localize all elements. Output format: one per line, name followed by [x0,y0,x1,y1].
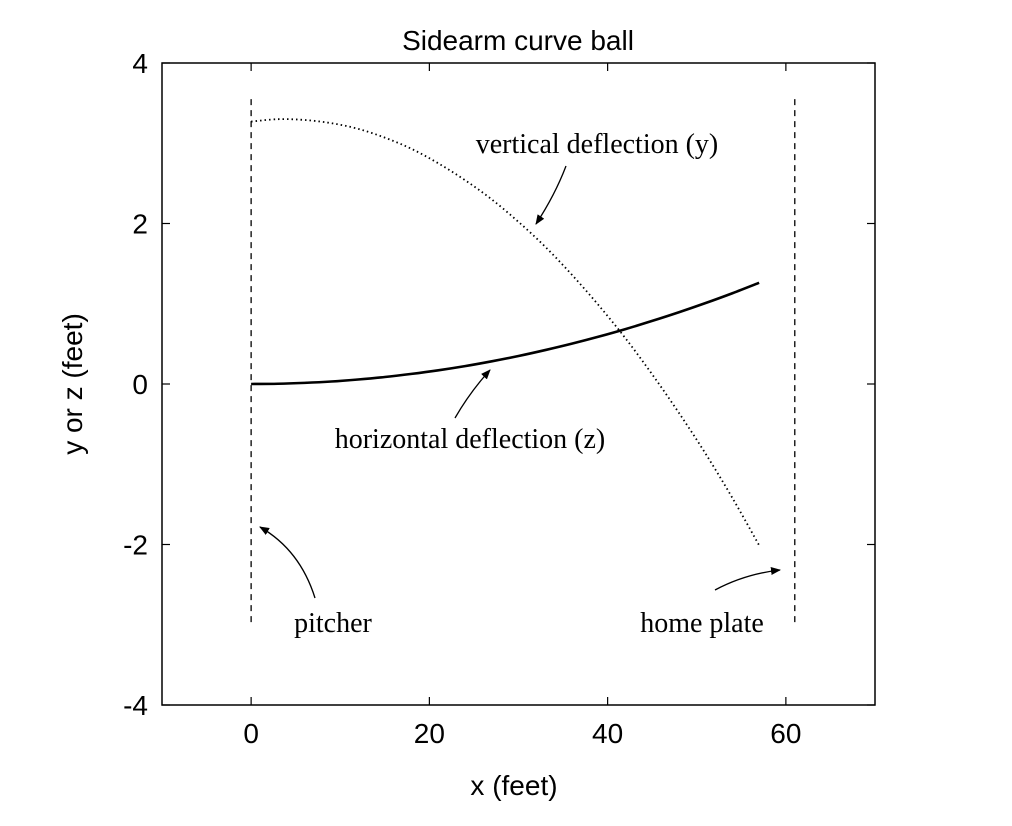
x-tick-label: 60 [770,718,801,749]
y-tick-label: 0 [132,369,148,400]
x-tick-label: 40 [592,718,623,749]
annotation-label: horizontal deflection (z) [335,424,606,455]
x-axis-label: x (feet) [470,770,557,801]
y-tick-label: -2 [123,530,148,561]
y-axis-label: y or z (feet) [57,313,88,455]
annotation-label: pitcher [294,608,372,639]
y-tick-label: 2 [132,209,148,240]
annotation-label: vertical deflection (y) [476,129,719,160]
x-tick-label: 20 [414,718,445,749]
annotation-arrow [535,165,567,225]
series-line-0 [251,118,760,546]
series-line-1 [251,281,760,386]
y-tick-label: -4 [123,690,148,721]
annotation-arrow [259,526,316,599]
x-tick-label: 0 [243,718,259,749]
annotation-arrow [454,369,491,419]
y-tick-label: 4 [132,48,148,79]
chart-title: Sidearm curve ball [402,25,634,56]
annotation-label: home plate [640,608,764,639]
annotation-arrow [714,567,781,591]
